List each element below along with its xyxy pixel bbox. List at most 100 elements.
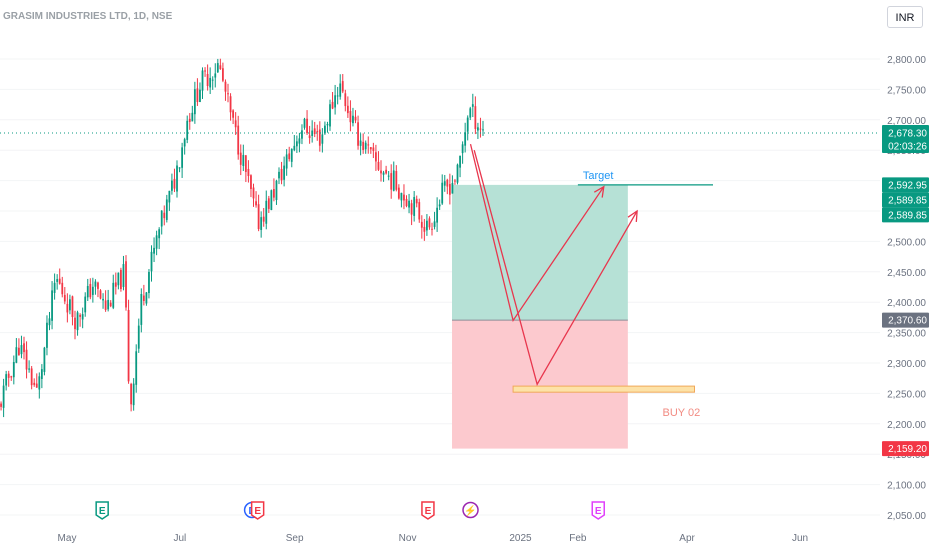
candle-body-36 (89, 283, 92, 298)
candle-body-54 (135, 351, 138, 385)
candle-body-187 (474, 106, 477, 129)
candle-body-24 (58, 278, 61, 284)
candle-body-60 (150, 251, 153, 272)
candle-body-81 (204, 70, 206, 72)
candle-body-107 (270, 190, 273, 211)
candle-body-56 (140, 293, 143, 325)
chart-title: GRASIM INDUSTRIES LTD, 1D, NSE (3, 11, 173, 22)
candle-body-158 (400, 192, 403, 201)
candle-body-181 (459, 155, 461, 168)
candle-body-166 (420, 221, 423, 228)
y-tick-label-0: 2,800.00 (887, 55, 926, 66)
candle-body-141 (357, 122, 359, 146)
event-symbol-0: E (99, 506, 106, 517)
candle-body-115 (290, 149, 293, 162)
event-marker-4 (462, 501, 479, 519)
candle-body-101 (255, 201, 257, 206)
candle-body-140 (354, 116, 357, 121)
countdown-badge: 02:03:26 (888, 141, 927, 152)
event-symbol-2: E (254, 506, 261, 517)
candle-body-42 (104, 300, 107, 310)
x-tick-label-2: Sep (286, 533, 304, 544)
candle-body-40 (99, 290, 102, 299)
candle-body-160 (405, 198, 408, 207)
candle-body-62 (155, 235, 158, 249)
candle-body-21 (51, 290, 53, 321)
candle-body-179 (454, 180, 456, 182)
candle-body-97 (244, 155, 247, 172)
candle-body-83 (209, 77, 212, 88)
candle-body-189 (479, 128, 482, 130)
y-tick-label-9: 2,350.00 (887, 329, 926, 340)
candle-body-41 (102, 298, 104, 301)
candle-body-125 (316, 131, 319, 133)
buy-zone (512, 385, 695, 393)
extra-price-badge-0-bg (882, 192, 929, 208)
event-marker-0 (95, 501, 109, 520)
event-marker-2 (250, 501, 265, 520)
candle-body-16 (38, 376, 41, 390)
currency-selector[interactable]: INR (887, 6, 923, 28)
candle-body-129 (326, 124, 329, 126)
candle-body-68 (171, 180, 173, 191)
candle-body-74 (186, 120, 189, 140)
x-tick-label-3: Nov (399, 533, 417, 544)
candle-body-14 (33, 382, 36, 385)
candle-body-61 (153, 247, 155, 254)
profit-zone (452, 184, 628, 321)
candle-body-51 (127, 309, 130, 382)
current-price-badge-bg (882, 124, 929, 153)
candle-body-142 (359, 140, 362, 146)
entry-price-badge-bg (882, 312, 929, 328)
candle-body-87 (219, 65, 222, 70)
entry-price-badge: 2,370.60 (888, 316, 927, 327)
target-price-badge-bg (882, 177, 929, 193)
candle-body-161 (408, 200, 410, 208)
candle-body-162 (410, 203, 413, 215)
candle-body-106 (267, 198, 270, 209)
candle-body-5 (10, 376, 13, 378)
candle-body-3 (5, 374, 8, 386)
candle-body-58 (145, 292, 148, 304)
candle-body-63 (158, 229, 161, 239)
candle-body-11 (25, 349, 28, 370)
candle-body-52 (130, 383, 133, 405)
candle-body-137 (346, 105, 349, 114)
candle-body-164 (415, 198, 418, 204)
y-tick-label-15: 2,050.00 (887, 511, 926, 522)
candle-body-128 (324, 125, 326, 134)
candle-body-119 (301, 130, 303, 139)
candle-body-182 (461, 144, 464, 154)
candle-body-169 (428, 218, 431, 228)
candle-body-172 (436, 207, 439, 223)
candle-body-92 (232, 110, 235, 118)
candle-body-2 (2, 385, 5, 408)
projection-path-1 (473, 150, 638, 386)
candle-body-186 (471, 104, 474, 107)
target-label: Target (583, 170, 614, 182)
candle-body-120 (303, 118, 306, 128)
candle-body-53 (132, 383, 135, 406)
candle-body-154 (390, 173, 393, 190)
candle-body-102 (257, 204, 260, 230)
candle-body-22 (53, 282, 56, 293)
candle-body-171 (433, 221, 436, 227)
x-tick-label-0: May (58, 533, 77, 544)
candle-body-152 (385, 169, 388, 174)
candle-body-178 (451, 183, 454, 194)
candle-body-114 (288, 153, 291, 160)
candle-body-185 (469, 108, 472, 118)
candle-body-98 (247, 168, 250, 177)
candle-body-25 (61, 282, 64, 295)
projection-arrowhead-0 (593, 185, 605, 198)
candle-body-91 (229, 96, 232, 113)
candle-body-117 (295, 141, 298, 147)
y-tick-label-11: 2,250.00 (887, 389, 926, 400)
candle-body-85 (214, 73, 217, 78)
candle-body-79 (199, 89, 201, 103)
candle-body-59 (148, 271, 150, 294)
candle-body-34 (84, 296, 87, 313)
buy-zone-label: BUY 02 (662, 407, 700, 419)
event-symbol-4: ⚡ (464, 504, 476, 517)
candle-body-122 (308, 135, 311, 139)
